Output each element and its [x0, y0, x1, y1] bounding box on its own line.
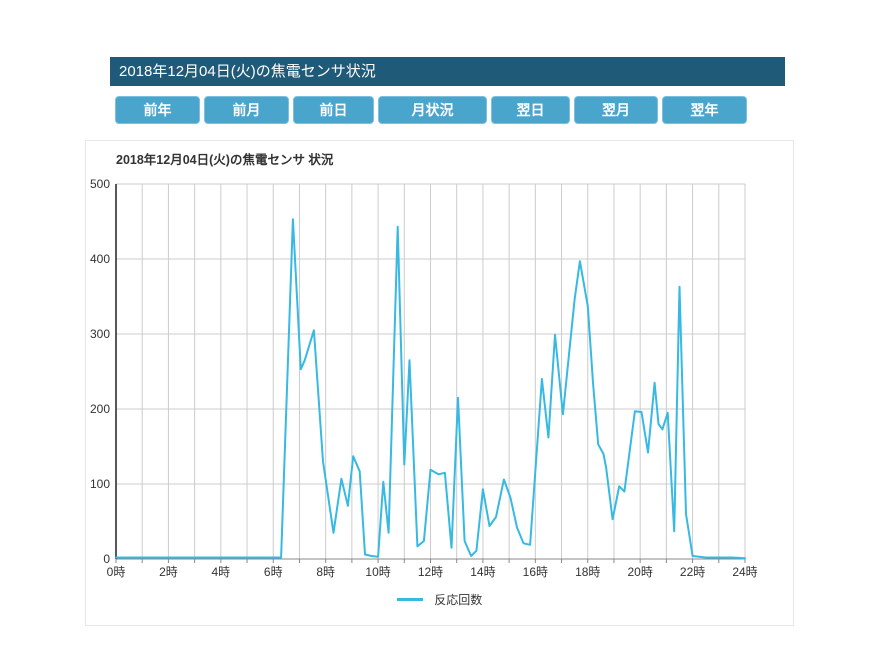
- x-axis-tick-label: 22時: [680, 565, 705, 579]
- x-axis-tick-label: 14時: [470, 565, 495, 579]
- x-axis-tick-label: 18時: [575, 565, 600, 579]
- x-axis-tick-label: 10時: [365, 565, 390, 579]
- nav-button-prev-day[interactable]: 前日: [293, 96, 374, 124]
- nav-buttons: 前年 前月 前日 月状況 翌日 翌月 翌年: [115, 96, 747, 124]
- x-axis-tick-label: 0時: [107, 565, 126, 579]
- x-axis-tick-label: 16時: [523, 565, 548, 579]
- x-axis-tick-label: 2時: [159, 565, 178, 579]
- y-axis-tick-label: 400: [90, 252, 110, 266]
- nav-button-prev-year[interactable]: 前年: [115, 96, 200, 124]
- reaction-count-line: [115, 218, 746, 560]
- page-title: 2018年12月04日(火)の焦電センサ状況: [119, 63, 376, 80]
- chart-legend: 反応回数: [86, 591, 793, 609]
- chart-svg: 0 100 200 300 400 500 0時 2時 4時 6時 8時 10時 12時 14時 16時 18…: [90, 177, 758, 579]
- nav-button-next-year[interactable]: 翌年: [662, 96, 747, 124]
- x-axis-tick-label: 4時: [211, 565, 230, 579]
- chart-panel: 2018年12月04日(火)の焦電センサ 状況 0 100 200 300 400 500…: [85, 140, 794, 626]
- y-axis-tick-label: 100: [90, 477, 110, 491]
- y-axis-tick-label: 200: [90, 402, 110, 416]
- x-axis-tick-label: 12時: [418, 565, 443, 579]
- nav-button-prev-month[interactable]: 前月: [204, 96, 289, 124]
- nav-button-next-month[interactable]: 翌月: [574, 96, 658, 124]
- nav-button-next-day[interactable]: 翌日: [491, 96, 570, 124]
- page-title-bar: 2018年12月04日(火)の焦電センサ状況: [110, 57, 785, 86]
- x-axis-tick-label: 8時: [316, 565, 335, 579]
- legend-line-swatch: [396, 598, 423, 602]
- y-axis-tick-label: 300: [90, 327, 110, 341]
- legend-label: 反応回数: [434, 593, 483, 608]
- nav-button-month-status[interactable]: 月状況: [378, 96, 487, 124]
- y-axis-tick-label: 0: [103, 552, 110, 566]
- y-axis-tick-label: 500: [90, 177, 110, 191]
- x-axis-tick-label: 6時: [264, 565, 283, 579]
- chart-title: 2018年12月04日(火)の焦電センサ 状況: [116, 153, 334, 167]
- x-axis-tick-label: 20時: [627, 565, 652, 579]
- x-axis-tick-label: 24時: [732, 565, 757, 579]
